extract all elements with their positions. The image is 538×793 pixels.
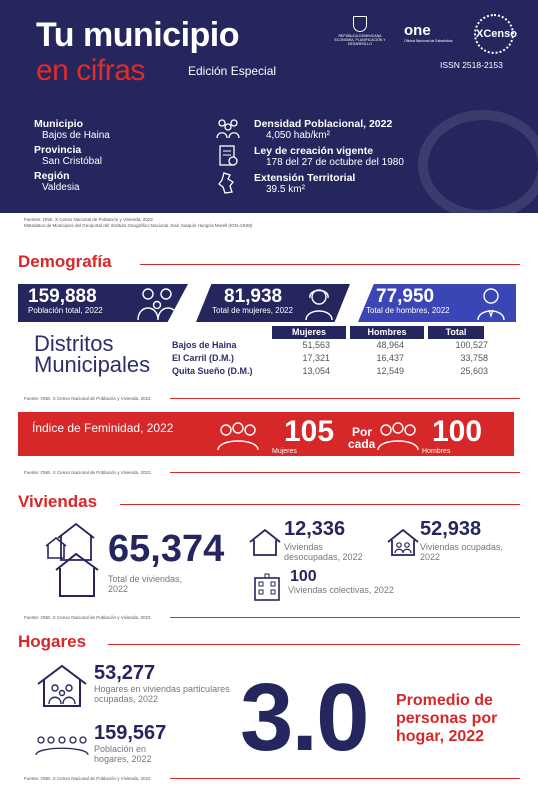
woman-icon: [305, 289, 333, 320]
family-icon: [137, 288, 179, 320]
map-icon: [218, 172, 234, 194]
women-group-icon: [217, 422, 259, 450]
occupied-house-icon: [387, 528, 419, 556]
men-group-icon: [377, 422, 419, 450]
distritos-municipales-title: Distritos Municipales: [34, 331, 151, 377]
viviendas-desocupadas: 12,336: [284, 518, 346, 540]
source-note: Fuente: ONE. X Censo Nacional de Poblaci…: [24, 396, 152, 401]
municipal-stats: Densidad Poblacional, 2022 4,050 hab/km² …: [216, 118, 404, 199]
building-icon: [254, 573, 280, 601]
poblacion-hogares: 159,567: [94, 722, 167, 744]
issn-label: ISSN 2518-2153: [440, 60, 503, 70]
header-sources: Fuentes: ONE. X Censo Nacional de Poblac…: [24, 217, 253, 228]
page-title: Tu municipio: [36, 16, 240, 54]
promedio-personas: 3.0: [240, 664, 369, 771]
section-divider: [170, 617, 520, 618]
section-divider: [140, 264, 520, 265]
geo-info: Municipio Bajos de Haina Provincia San C…: [34, 118, 110, 193]
household-icon: [37, 664, 87, 707]
source-note: Fuente: ONE. X Censo Nacional de Poblaci…: [24, 615, 152, 620]
poblacion-total-ribbon: 159,888 Población total, 2022: [18, 284, 188, 322]
hombres-ribbon: 77,950 Total de hombres, 2022: [358, 284, 516, 322]
section-title-hogares: Hogares: [18, 632, 87, 651]
table-row: El Carril (D.M.) 17,321 16,437 33,758: [172, 353, 488, 363]
table-row: Bajos de Haina 51,563 48,964 100,527: [172, 340, 488, 350]
section-divider: [170, 472, 520, 473]
law-stat: Ley de creación vigente 178 del 27 de oct…: [216, 145, 404, 168]
header-banner: Tu municipio en cifras Edición Especial …: [0, 0, 538, 213]
document-icon: [219, 145, 238, 166]
section-divider: [170, 398, 520, 399]
crowd-decoration: [418, 110, 538, 213]
section-divider: [108, 644, 520, 645]
viviendas-ocupadas: 52,938: [420, 518, 482, 540]
edition-label: Edición Especial: [188, 64, 277, 78]
total-viviendas: 65,374: [108, 528, 225, 570]
viviendas-colectivas: 100: [290, 568, 317, 585]
section-title-viviendas: Viviendas: [18, 492, 98, 511]
source-note: Fuente: ONE. X Censo Nacional de Poblaci…: [24, 470, 152, 475]
section-divider: [120, 504, 520, 505]
mujeres-ribbon: 81,938 Total de mujeres, 2022: [196, 284, 350, 322]
extension-stat: Extensión Territorial 39.5 km²: [216, 172, 404, 195]
section-title-demografia: Demografía: [18, 252, 112, 271]
table-row: Quita Sueño (D.M.) 13,054 12,549 25,603: [172, 366, 488, 376]
censo-logo: XCenso: [474, 14, 517, 54]
shield-icon: [353, 16, 367, 32]
source-note: Fuente: ONE. X Censo Nacional de Poblaci…: [24, 776, 152, 781]
empty-house-icon: [249, 528, 281, 556]
promedio-label: Promedio de personas por hogar, 2022: [396, 692, 498, 745]
total-hogares: 53,277: [94, 662, 156, 684]
table-header: Mujeres Hombres Total: [172, 326, 488, 339]
section-divider: [170, 778, 520, 779]
feminidad-banner: Índice de Feminidad, 2022 105 Mujeres Po…: [18, 412, 514, 456]
government-logo: REPÚBLICA DOMINICANA ECONOMÍA, PLANIFICA…: [330, 16, 390, 56]
people-icon: [216, 119, 240, 139]
distritos-table: Mujeres Hombres Total Bajos de Haina 51,…: [172, 326, 488, 378]
page-subtitle: en cifras: [36, 54, 145, 87]
one-logo: one Oficina Nacional de Estadística: [404, 22, 453, 43]
density-stat: Densidad Poblacional, 2022 4,050 hab/km²: [216, 118, 404, 141]
population-icon: [35, 736, 89, 756]
man-icon: [477, 288, 505, 320]
houses-icon: [45, 522, 99, 597]
